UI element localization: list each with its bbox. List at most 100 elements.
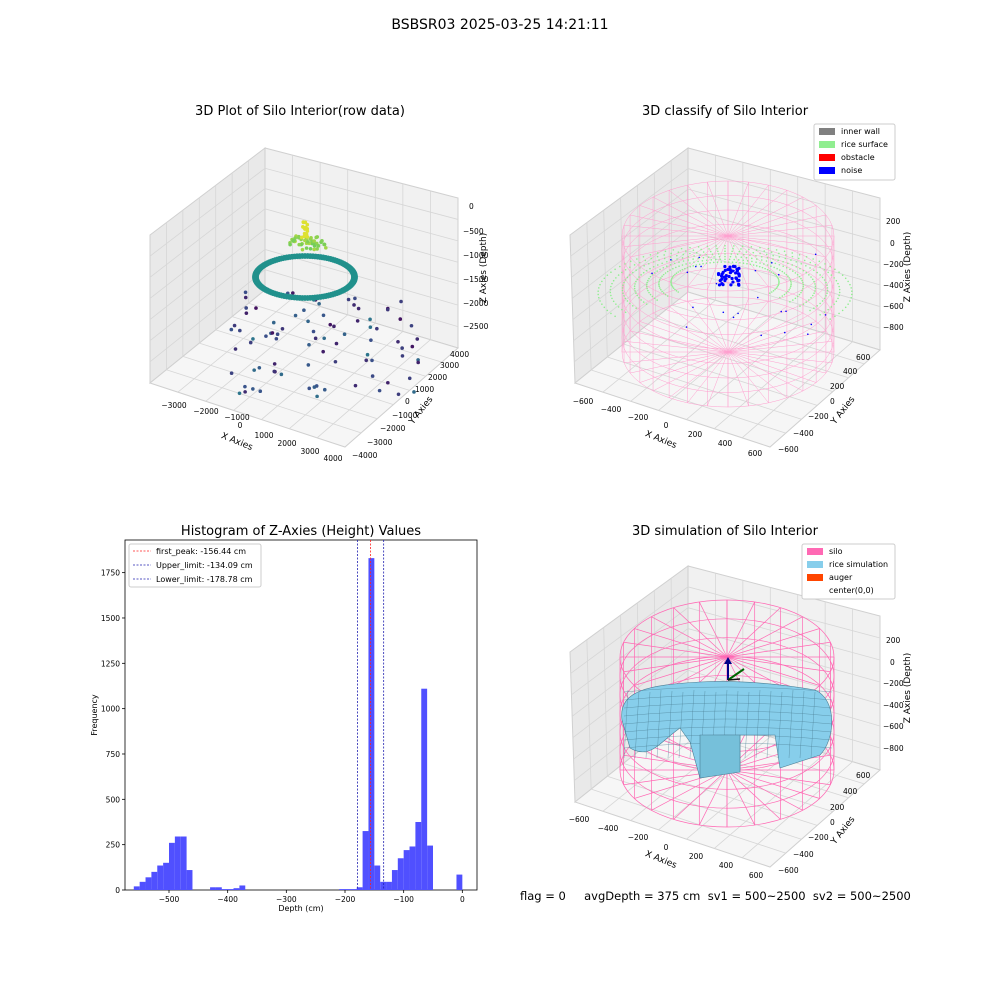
x-tick-label: 0	[664, 421, 669, 430]
rice-point	[672, 267, 674, 270]
x-tick-label: 0	[460, 895, 465, 904]
x-tick-label: 600	[749, 871, 764, 880]
noise-point	[720, 277, 724, 281]
rice-point	[645, 303, 648, 305]
rice-point	[801, 289, 803, 292]
histogram-bar	[133, 886, 140, 890]
scatter-point	[280, 326, 285, 331]
rice-point	[805, 301, 808, 303]
rice-point	[749, 254, 751, 256]
rice-point	[660, 277, 662, 279]
histogram-bar	[356, 887, 363, 890]
rice-point	[646, 287, 648, 290]
rice-point	[647, 262, 650, 265]
rice-point	[693, 261, 695, 263]
legend-label: center(0,0)	[829, 586, 874, 595]
rice-point	[715, 245, 717, 247]
rice-point	[624, 263, 626, 265]
y-tick-label: 0	[830, 818, 835, 827]
rice-point	[785, 254, 787, 256]
y-tick-label: −400	[793, 429, 814, 438]
rice-point	[646, 281, 648, 284]
rice-point	[814, 264, 817, 266]
scatter-point	[297, 242, 301, 247]
panel3-title: Histogram of Z-Axies (Height) Values	[180, 524, 422, 539]
x-tick-label: −400	[598, 824, 619, 833]
histogram-bar	[427, 845, 433, 890]
scatter-point	[302, 308, 306, 313]
z-tick-label: −1000	[463, 251, 489, 260]
z-tick-label: 0	[890, 239, 895, 248]
rice-point	[827, 308, 829, 311]
rice-point	[779, 296, 781, 299]
scatter-point	[320, 239, 324, 243]
rice-simulation-mesh	[621, 681, 833, 779]
scatter-point	[356, 306, 361, 311]
scatter-point	[353, 296, 357, 301]
rice-point	[797, 257, 800, 260]
z-tick-label: −200	[883, 679, 904, 688]
noise-point	[717, 283, 722, 287]
rice-point	[597, 290, 599, 292]
rice-point	[659, 278, 661, 281]
rice-point	[674, 288, 676, 291]
rice-point	[636, 294, 639, 297]
rice-point	[763, 250, 766, 252]
rice-point	[671, 276, 674, 278]
rice-point	[781, 295, 784, 297]
rice-point	[838, 294, 840, 297]
rice-point	[681, 257, 684, 259]
histogram-bar	[227, 889, 234, 890]
scatter-point	[353, 383, 358, 388]
rice-point	[838, 288, 841, 291]
rice-point	[799, 267, 801, 270]
rice-point	[847, 280, 849, 283]
y-tick-label: 400	[843, 367, 858, 376]
y-tick-label: 500	[106, 795, 121, 804]
rice-point	[635, 280, 637, 283]
legend-label: first_peak: -156.44 cm	[156, 547, 246, 556]
rice-point	[823, 311, 826, 314]
rice-point	[788, 288, 790, 291]
rice-point	[841, 274, 844, 276]
rice-point	[830, 306, 833, 308]
histogram-bar	[186, 870, 193, 890]
rice-point	[731, 261, 734, 263]
scatter-point	[232, 323, 237, 328]
rice-point	[719, 258, 722, 261]
scatter-point	[304, 246, 309, 250]
y-tick-label: 3000	[440, 361, 459, 370]
y-tick-label: 250	[106, 841, 121, 850]
rice-point	[648, 277, 650, 280]
panel1-title: 3D Plot of Silo Interior(row data)	[195, 104, 405, 119]
rice-point	[770, 271, 773, 273]
rice-point	[758, 265, 761, 268]
rice-point	[680, 247, 683, 250]
noise-point	[651, 272, 653, 275]
rice-point	[826, 284, 828, 287]
noise-point	[760, 334, 762, 337]
rice-point	[724, 247, 726, 250]
noise-point	[728, 270, 733, 275]
scatter-point	[368, 317, 372, 322]
noise-point	[735, 269, 740, 273]
rice-point	[811, 294, 814, 297]
rice-point	[850, 296, 853, 299]
rice-point	[678, 265, 680, 267]
y-tick-label: 0	[115, 886, 120, 895]
rice-point	[664, 293, 667, 296]
x-tick-label: 2000	[277, 439, 296, 448]
rice-point	[777, 283, 780, 285]
rice-point	[787, 262, 789, 265]
rice-point	[819, 302, 821, 305]
rice-point	[685, 263, 687, 265]
floor-pane	[148, 289, 460, 448]
rice-point	[810, 276, 812, 278]
y-tick-label: 2000	[428, 373, 447, 382]
z-tick-label: 0	[469, 202, 474, 211]
rice-point	[789, 285, 792, 288]
rice-point	[636, 258, 638, 260]
rice-point	[677, 271, 680, 273]
histogram-bar	[180, 836, 187, 890]
rice-point	[702, 256, 705, 259]
